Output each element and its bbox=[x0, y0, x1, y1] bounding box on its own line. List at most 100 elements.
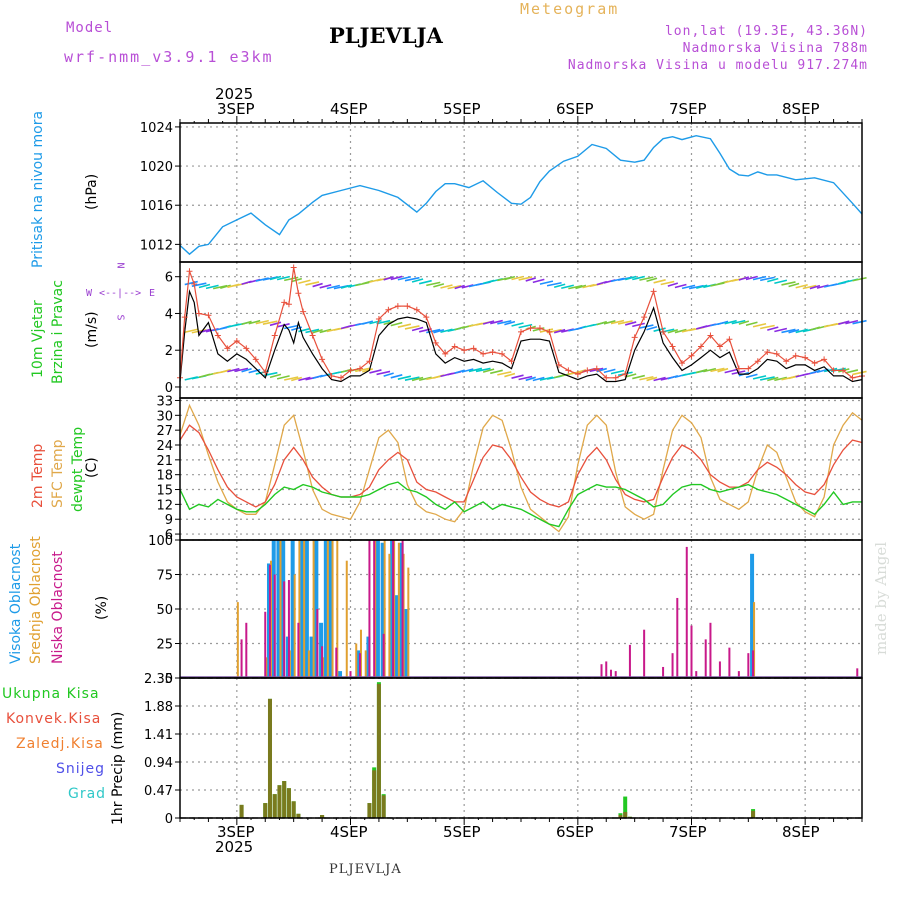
cloud-high-bar bbox=[375, 540, 380, 678]
wind-barb bbox=[518, 276, 533, 281]
wind-gust-marker bbox=[347, 367, 354, 374]
wind-gust-marker bbox=[622, 371, 629, 378]
wind-barb bbox=[717, 320, 729, 326]
cloud-mid-bar bbox=[383, 540, 386, 678]
cloud-low-bar bbox=[358, 653, 361, 678]
wind-barb bbox=[632, 374, 645, 380]
wind-barb bbox=[433, 283, 445, 288]
wind-barb bbox=[760, 324, 775, 330]
wind-gust-marker bbox=[205, 312, 212, 319]
wind-gust-marker bbox=[593, 365, 600, 372]
wind-barb bbox=[852, 276, 867, 282]
wind-gust-marker bbox=[470, 345, 477, 352]
day-label-bottom: 4SEP bbox=[330, 823, 368, 841]
cloud-mid-bar bbox=[326, 540, 329, 678]
y-tick-label: 0 bbox=[165, 672, 173, 687]
wind-gust-marker bbox=[195, 310, 202, 317]
y-tick-label: 50 bbox=[156, 603, 173, 618]
wind-barb bbox=[838, 320, 850, 325]
legend-snow: Snijeg bbox=[56, 761, 106, 777]
cloud-low-bar bbox=[737, 671, 740, 678]
day-label-top: 7SEP bbox=[669, 100, 707, 118]
cloud-low-bar bbox=[392, 540, 395, 678]
cloud-low-bar bbox=[316, 609, 319, 678]
wind-gust-marker bbox=[338, 374, 345, 381]
wind-gust-marker bbox=[565, 367, 572, 374]
wind-gust-marker bbox=[451, 343, 458, 350]
cloud-low-bar bbox=[297, 622, 300, 678]
wind-gust-marker bbox=[186, 268, 193, 275]
wind-barb bbox=[305, 328, 320, 334]
wind-gust-marker bbox=[328, 372, 335, 379]
wind-barb bbox=[298, 376, 311, 382]
wind-gust-marker bbox=[555, 361, 562, 368]
wind-gust-marker bbox=[697, 343, 704, 350]
wind-gust-marker bbox=[499, 350, 506, 357]
wind-barb bbox=[390, 275, 403, 281]
y-tick-label: 0 bbox=[165, 381, 173, 396]
wind-barb bbox=[376, 319, 391, 325]
lonlat-label: lon,lat (19.3E, 43.36N) bbox=[664, 24, 868, 39]
y-tick-label: 0.94 bbox=[144, 756, 173, 771]
y-tick-label: 0 bbox=[165, 812, 173, 827]
model-label: Model bbox=[66, 20, 114, 36]
wind-barb bbox=[738, 320, 750, 325]
cloud-high-bar bbox=[276, 540, 281, 678]
wind-barb bbox=[646, 325, 658, 331]
wind-gust-marker bbox=[404, 303, 411, 310]
cloud-low-bar bbox=[600, 664, 603, 678]
wind-gust-marker bbox=[181, 314, 188, 321]
wind-barb bbox=[646, 376, 658, 382]
wind-barb bbox=[781, 281, 796, 286]
wind-gust-marker bbox=[489, 349, 496, 356]
cloud-low-bar bbox=[240, 639, 243, 678]
wind-gust-marker bbox=[300, 308, 307, 315]
y-tick-label: 1020 bbox=[140, 160, 173, 175]
cloud-low-bar bbox=[685, 546, 688, 678]
wind-barb bbox=[568, 284, 583, 290]
page-title: PLJEVLJA bbox=[329, 23, 443, 48]
wind-barb bbox=[390, 374, 403, 379]
wind-barb bbox=[504, 320, 516, 326]
wind-barb bbox=[369, 369, 382, 374]
wind-barb bbox=[532, 376, 545, 382]
legend-hail: Grad bbox=[68, 786, 107, 802]
y-tick-label: 2 bbox=[165, 344, 173, 359]
wind-barb bbox=[852, 370, 867, 376]
wind-barb bbox=[575, 284, 587, 290]
wind-barb bbox=[632, 322, 645, 328]
cloud-mid-bar bbox=[293, 574, 296, 678]
wind-gust-marker bbox=[735, 365, 742, 372]
wind-barb bbox=[468, 367, 483, 373]
wind-barb bbox=[411, 326, 424, 332]
wind-gust-marker bbox=[707, 332, 714, 339]
wind-barb bbox=[845, 369, 859, 374]
wind-barb bbox=[404, 325, 420, 330]
legend-total-rain: Ukupna Kisa bbox=[2, 686, 100, 702]
day-label-bottom: 6SEP bbox=[556, 823, 594, 841]
wind-barb bbox=[184, 328, 198, 334]
day-label-top: 3SEP bbox=[217, 100, 255, 118]
wind-barb bbox=[404, 376, 420, 381]
precip-conv-bar bbox=[267, 698, 272, 818]
cloud-low-bar bbox=[287, 580, 290, 678]
wind-barb bbox=[653, 376, 666, 382]
cloud-low-bar bbox=[401, 540, 404, 678]
wind-barb bbox=[518, 323, 533, 329]
wind-barb bbox=[802, 284, 817, 290]
precip-conv-bar bbox=[277, 785, 282, 818]
y-tick-label: 12 bbox=[156, 498, 173, 513]
cloud-high-bar bbox=[323, 540, 328, 678]
precip-conv-bar bbox=[367, 803, 372, 818]
cloud-high-bar bbox=[328, 540, 333, 678]
cloud-high-bar bbox=[404, 609, 409, 678]
wind-gust-marker bbox=[319, 356, 326, 363]
wind-gust-marker bbox=[574, 371, 581, 378]
wind-barb bbox=[767, 326, 779, 331]
wind-barb bbox=[667, 282, 679, 287]
wind-barb bbox=[767, 376, 779, 382]
wind-barb bbox=[411, 376, 424, 382]
y-tick-label: 0.47 bbox=[144, 784, 173, 799]
wind-gust-marker bbox=[821, 356, 828, 363]
